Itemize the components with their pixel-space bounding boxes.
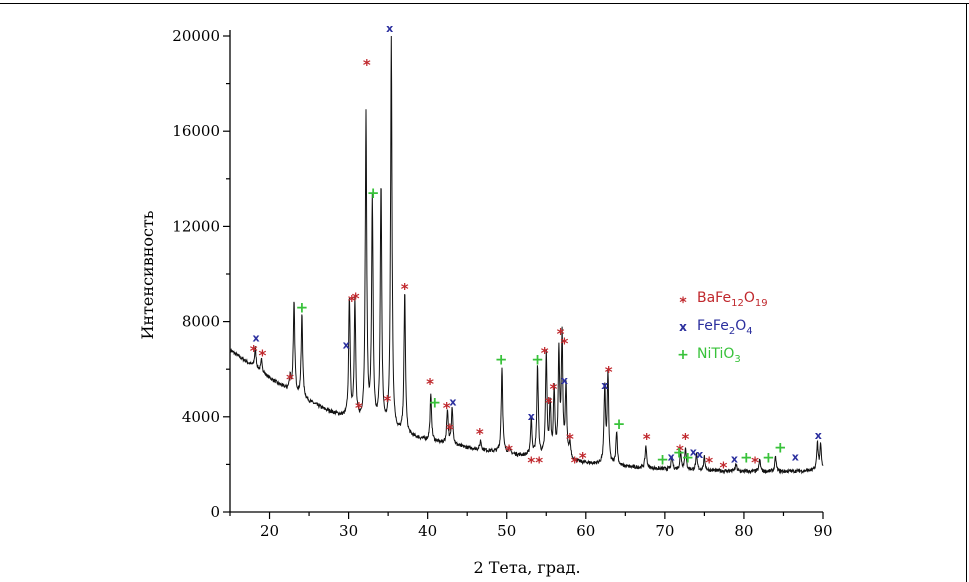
marker-bafe12o19: * <box>571 454 579 472</box>
marker-fefe2o4: x <box>815 429 822 442</box>
marker-bafe12o19: * <box>751 454 759 472</box>
marker-bafe12o19: * <box>426 375 434 393</box>
marker-bafe12o19: * <box>605 363 613 381</box>
marker-bafe12o19: * <box>545 394 553 412</box>
marker-bafe12o19: * <box>561 335 569 353</box>
y-axis: 0 4000 8000 12000 16000 20000 <box>172 27 230 521</box>
marker-bafe12o19: * <box>549 380 557 398</box>
x-tick-label: 70 <box>655 522 674 540</box>
marker-bafe12o19: * <box>541 344 549 362</box>
marker-nitio3: + <box>673 444 686 462</box>
marker-bafe12o19: * <box>348 292 356 310</box>
marker-bafe12o19: * <box>476 425 484 443</box>
legend-text-part: FeFe <box>697 318 729 334</box>
marker-nitio3: + <box>762 448 775 466</box>
marker-bafe12o19: * <box>535 454 543 472</box>
x-tick-label: 50 <box>497 522 516 540</box>
y-tick-label: 0 <box>210 503 220 521</box>
y-tick-label: 12000 <box>172 217 220 235</box>
right-border <box>966 3 967 582</box>
marker-fefe2o4: x <box>561 374 568 387</box>
marker-fefe2o4: x <box>528 410 535 423</box>
marker-bafe12o19: * <box>527 454 535 472</box>
legend-text-part: O <box>735 318 746 334</box>
legend-text-part: O <box>744 290 755 306</box>
marker-bafe12o19: * <box>352 289 360 307</box>
x-axis: 20 30 40 50 60 70 80 90 <box>229 512 833 540</box>
marker-nitio3: + <box>531 351 544 369</box>
y-tick-label: 16000 <box>172 122 220 140</box>
legend-label: NiTiO3 <box>697 346 741 365</box>
y-tick-label: 4000 <box>182 408 220 426</box>
marker-bafe12o19: * <box>446 420 454 438</box>
marker-fefe2o4: x <box>601 379 608 392</box>
marker-bafe12o19: * <box>676 442 684 460</box>
marker-bafe12o19: * <box>681 430 689 448</box>
marker-fefe2o4: x <box>696 448 703 461</box>
marker-bafe12o19: * <box>286 370 294 388</box>
marker-bafe12o19: * <box>383 392 391 410</box>
marker-nitio3: + <box>774 439 787 457</box>
legend-subscript: 19 <box>755 298 768 309</box>
plot-frame <box>229 30 823 513</box>
spectrum <box>229 35 824 475</box>
marker-fefe2o4: x <box>386 22 393 35</box>
marker-bafe12o19: * <box>557 325 565 343</box>
x-axis-title: 2 Тета, град. <box>473 558 580 577</box>
marker-bafe12o19: * <box>258 347 266 365</box>
y-axis-title: Интенсивность <box>138 210 157 339</box>
legend-label: FeFe2O4 <box>697 318 753 337</box>
x-tick-label: 40 <box>418 522 437 540</box>
marker-bafe12o19: * <box>705 454 713 472</box>
legend-subscript: 2 <box>729 326 735 337</box>
marker-fefe2o4: x <box>449 396 456 409</box>
marker-bafe12o19: * <box>566 430 574 448</box>
y-tick-label: 20000 <box>172 27 220 45</box>
legend-marker: x <box>679 320 687 334</box>
marker-bafe12o19: * <box>401 280 409 298</box>
marker-bafe12o19: * <box>719 458 727 476</box>
legend-label: BaFe12O19 <box>697 290 768 309</box>
legend-marker: + <box>677 347 689 363</box>
marker-bafe12o19: * <box>443 399 451 417</box>
xrd-pattern-line <box>229 35 824 475</box>
marker-nitio3: + <box>428 394 441 412</box>
marker-bafe12o19: * <box>505 442 513 460</box>
x-tick-label: 20 <box>260 522 279 540</box>
marker-nitio3: + <box>296 298 309 316</box>
marker-fefe2o4: x <box>343 338 350 351</box>
marker-fefe2o4: x <box>731 453 738 466</box>
legend-subscript: 4 <box>746 326 752 337</box>
marker-bafe12o19: * <box>355 399 363 417</box>
marker-nitio3: + <box>656 451 669 469</box>
marker-nitio3: + <box>613 415 626 433</box>
marker-nitio3: + <box>740 448 753 466</box>
x-tick-label: 30 <box>339 522 358 540</box>
top-border <box>0 3 969 4</box>
marker-bafe12o19: * <box>363 56 371 74</box>
marker-nitio3: + <box>495 351 508 369</box>
marker-fefe2o4: x <box>690 446 697 459</box>
legend-subscript: 12 <box>731 298 744 309</box>
marker-bafe12o19: * <box>579 449 587 467</box>
marker-fefe2o4: x <box>253 331 260 344</box>
marker-bafe12o19: * <box>643 430 651 448</box>
legend-marker: * <box>679 295 687 311</box>
marker-bafe12o19: * <box>250 342 258 360</box>
x-tick-label: 90 <box>813 522 832 540</box>
marker-nitio3: + <box>682 448 695 466</box>
x-tick-label: 60 <box>576 522 595 540</box>
y-tick-label: 8000 <box>182 313 220 331</box>
legend-text-part: NiTiO <box>697 346 734 362</box>
legend-subscript: 3 <box>734 354 740 365</box>
marker-nitio3: + <box>367 184 380 202</box>
legend-text-part: BaFe <box>697 290 731 306</box>
marker-fefe2o4: x <box>792 450 799 463</box>
x-tick-label: 80 <box>734 522 753 540</box>
marker-fefe2o4: x <box>668 450 675 463</box>
